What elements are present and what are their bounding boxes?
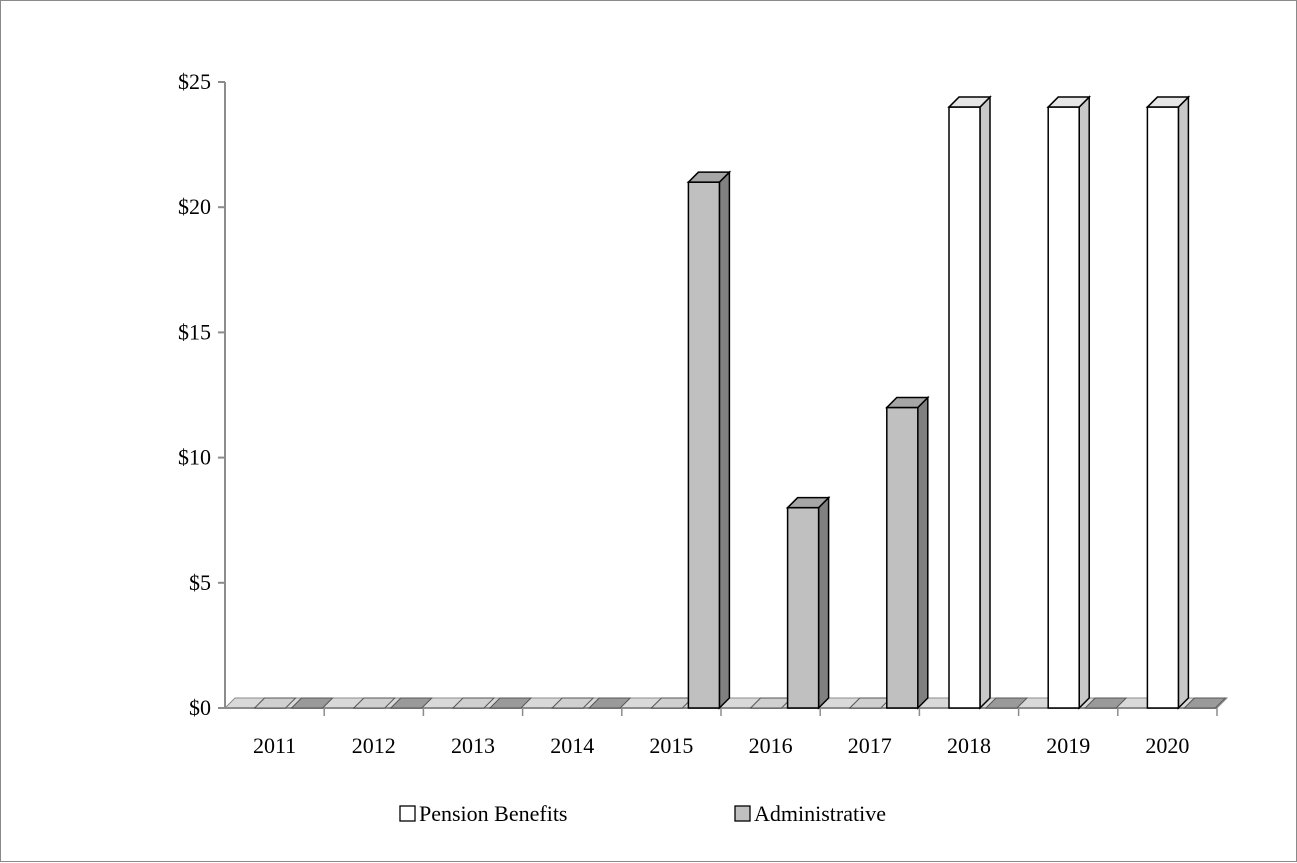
administrative-bar-side <box>817 495 830 710</box>
pension-bar <box>1145 95 1191 710</box>
administrative-bar-zero <box>389 697 434 709</box>
x-tick-label: 2017 <box>848 733 892 758</box>
administrative-bar-zero <box>984 697 1029 709</box>
pension-bar-front <box>1146 106 1180 709</box>
administrative-bar-zero <box>1183 697 1227 709</box>
pension-bar-front <box>948 106 981 709</box>
administrative-bar-zero <box>290 697 334 709</box>
legend-pension-benefits: Pension Benefits <box>399 801 568 826</box>
y-tick-label: $0 <box>189 695 211 720</box>
legend-label: Pension Benefits <box>419 801 568 826</box>
x-tick-label: 2018 <box>947 733 991 758</box>
pension-bar-side <box>979 95 991 710</box>
administrative-bar-zero <box>587 697 632 709</box>
administrative-bar-top <box>785 496 831 509</box>
x-tick-label: 2013 <box>451 733 495 758</box>
administrative-bar <box>884 395 930 710</box>
x-tick-label: 2012 <box>352 733 396 758</box>
y-tick-label: $25 <box>178 69 211 94</box>
y-tick-label: $15 <box>178 319 211 344</box>
pension-bar-front <box>1047 106 1080 709</box>
administrative-bar-zero <box>488 697 533 709</box>
pension-bar-zero <box>352 697 397 709</box>
administrative-bar-front <box>886 406 919 709</box>
administrative-bar-top <box>884 396 930 409</box>
y-tick-label: $20 <box>178 194 211 219</box>
legend-label: Administrative <box>754 801 886 826</box>
administrative-bar-front <box>786 506 820 709</box>
pension-bar-top <box>1046 96 1092 108</box>
administrative-bar-front <box>687 181 721 709</box>
pension-bar-side <box>1078 95 1090 710</box>
administrative-bar-side <box>917 395 929 710</box>
x-tick-label: 2016 <box>749 733 793 758</box>
x-tick-label: 2014 <box>550 733 594 758</box>
x-tick-label: 2011 <box>253 733 296 758</box>
administrative-bar-zero <box>1083 697 1128 709</box>
pension-bar-top <box>1145 96 1191 108</box>
legend-administrative: Administrative <box>734 801 886 826</box>
legend-swatch <box>734 805 751 822</box>
pension-bar <box>947 95 992 710</box>
y-tick-label: $10 <box>178 445 211 470</box>
administrative-bar-top <box>686 171 732 183</box>
administrative-bar <box>686 170 732 710</box>
x-tick-label: 2015 <box>649 733 693 758</box>
legend-swatch <box>399 805 416 822</box>
pension-bar-zero <box>451 697 496 709</box>
x-tick-label: 2019 <box>1046 733 1090 758</box>
y-tick-label: $5 <box>189 570 211 595</box>
administrative-bar <box>785 495 831 710</box>
x-tick-label: 2020 <box>1145 733 1189 758</box>
pension-bar-zero <box>550 697 595 709</box>
administrative-bar-side <box>718 170 731 710</box>
pension-bar <box>1046 95 1092 710</box>
pension-bar-zero <box>253 697 297 709</box>
pension-bar-side <box>1177 95 1190 710</box>
pension-bar-top <box>947 96 992 108</box>
